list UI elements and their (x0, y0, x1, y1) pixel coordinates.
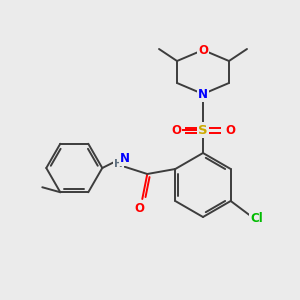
Text: O: O (225, 124, 235, 136)
Text: O: O (171, 124, 181, 136)
Text: O: O (198, 44, 208, 56)
Text: S: S (198, 124, 208, 136)
Text: Cl: Cl (250, 212, 263, 224)
Text: N: N (198, 88, 208, 100)
Text: N: N (120, 152, 130, 164)
Text: O: O (134, 202, 144, 214)
Text: H: H (114, 159, 123, 169)
